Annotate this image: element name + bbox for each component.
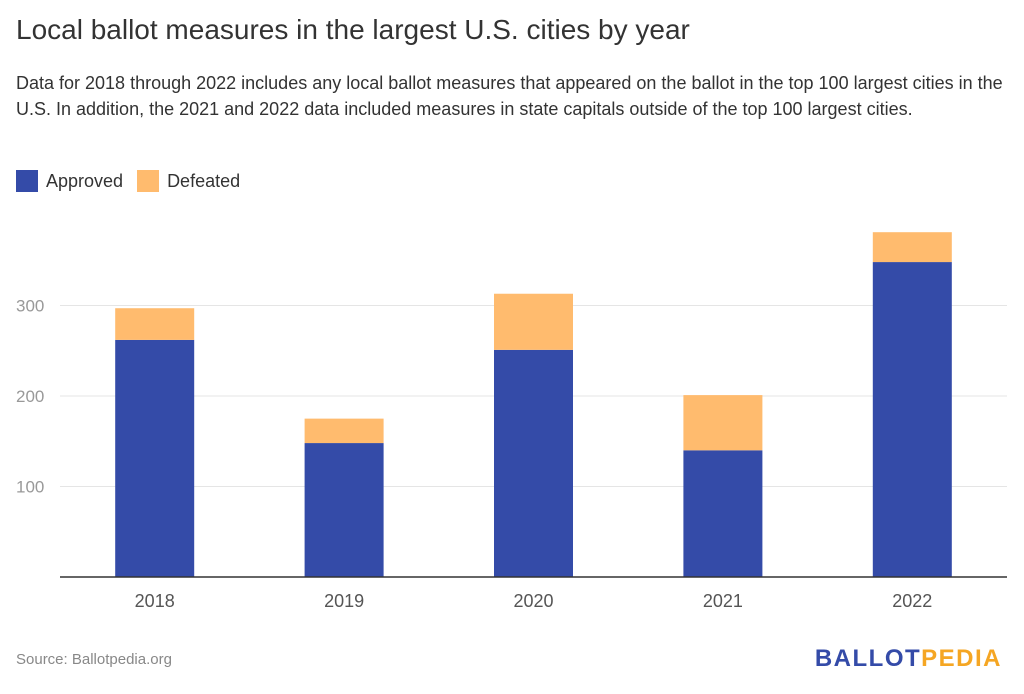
legend-item-defeated: Defeated — [137, 170, 240, 192]
chart-title: Local ballot measures in the largest U.S… — [16, 14, 690, 45]
legend-swatch-defeated — [137, 170, 160, 192]
legend-swatch-approved — [16, 170, 38, 192]
legend-label-defeated: Defeated — [167, 170, 241, 191]
x-tick-label: 2021 — [703, 591, 743, 611]
x-tick-label: 2019 — [324, 591, 364, 611]
bar-approved-2020 — [494, 349, 573, 577]
y-tick-label: 100 — [16, 478, 44, 497]
source-note: Source: Ballotpedia.org — [16, 651, 172, 668]
y-tick-label: 300 — [16, 297, 44, 316]
legend-label-approved: Approved — [46, 170, 124, 191]
x-tick-label: 2018 — [135, 591, 175, 611]
ballotpedia-logo: BALLOTPEDIA — [815, 645, 1002, 673]
bar-approved-2018 — [115, 339, 195, 577]
logo-text-ballot: BALLOT — [814, 645, 922, 672]
y-tick-label: 200 — [16, 387, 44, 406]
bar-defeated-2018 — [115, 308, 195, 340]
logo-text-pedia: PEDIA — [921, 645, 1002, 672]
chart-subtitle: Data for 2018 through 2022 includes any … — [16, 73, 1003, 119]
bar-defeated-2020 — [494, 293, 573, 350]
bar-approved-2022 — [872, 262, 952, 577]
bar-defeated-2022 — [872, 232, 952, 263]
bar-approved-2019 — [304, 443, 384, 577]
bar-defeated-2021 — [683, 395, 763, 451]
x-tick-label: 2022 — [892, 591, 932, 611]
legend: Approved Defeated — [16, 170, 254, 192]
bar-approved-2021 — [683, 450, 763, 577]
x-tick-label: 2020 — [513, 591, 553, 611]
legend-item-approved: Approved — [16, 170, 123, 192]
bar-defeated-2019 — [304, 418, 384, 444]
